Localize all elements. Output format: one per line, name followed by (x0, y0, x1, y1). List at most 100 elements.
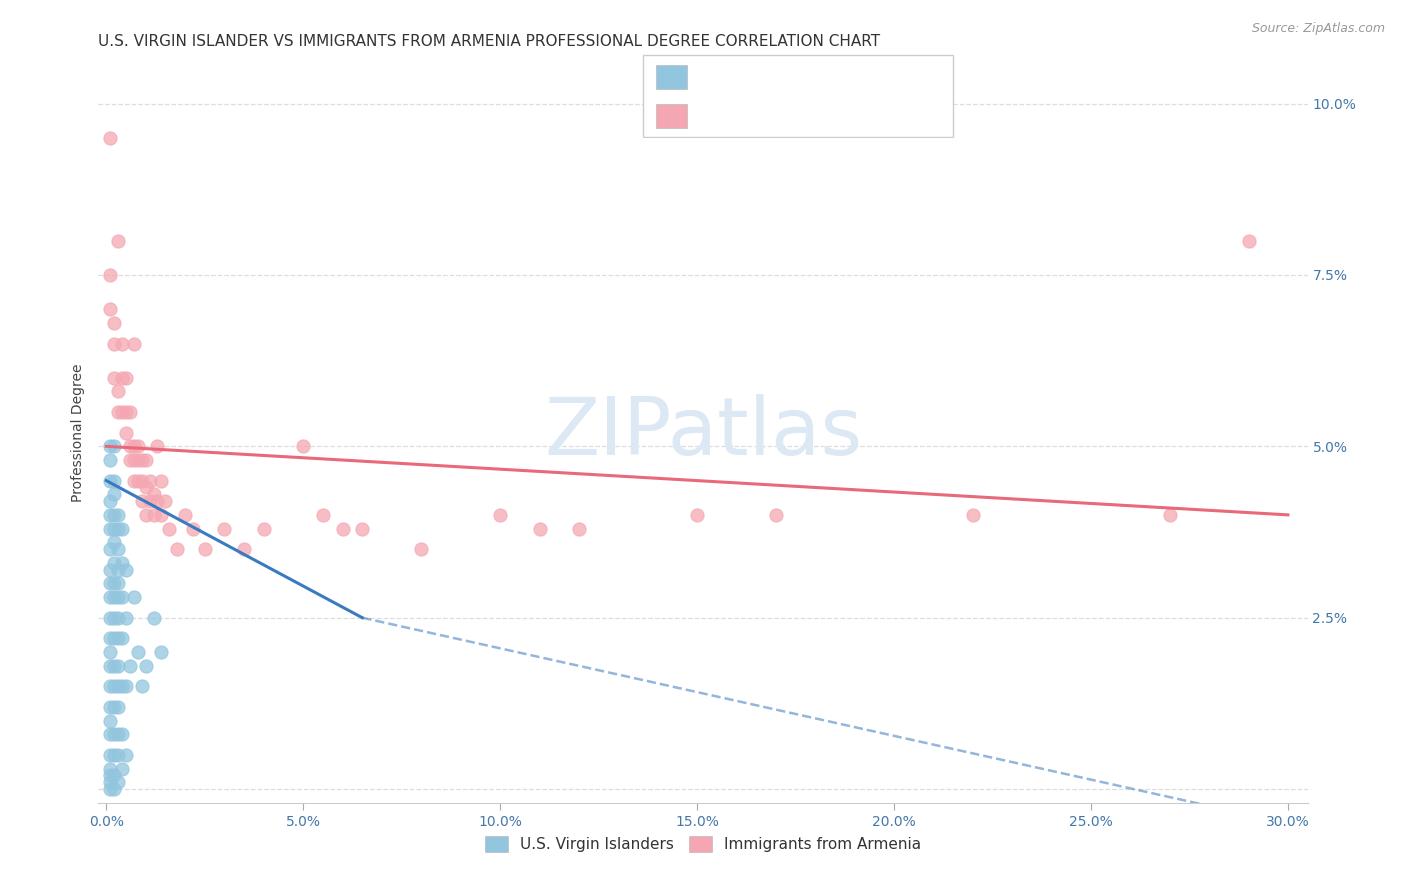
Point (98, 576, 121, 591)
Point (98, 131, 121, 145)
Point (98, 782, 121, 797)
Point (111, 556, 134, 570)
Point (138, 494, 160, 508)
Point (253, 522, 276, 536)
Point (107, 679, 129, 693)
Point (118, 658, 141, 673)
Point (150, 645, 173, 659)
Point (107, 563, 129, 577)
Point (135, 658, 157, 673)
Point (107, 699, 129, 714)
FancyBboxPatch shape (655, 65, 688, 89)
Point (142, 610, 165, 624)
Point (103, 487, 125, 501)
Text: R =: R = (700, 70, 735, 85)
Text: ZIPatlas: ZIPatlas (544, 393, 862, 472)
Point (111, 679, 134, 693)
Point (98, 439, 121, 453)
Point (103, 474, 125, 488)
Point (127, 474, 149, 488)
Point (142, 487, 165, 501)
Point (98, 302, 121, 317)
Text: Source: ZipAtlas.com: Source: ZipAtlas.com (1251, 22, 1385, 36)
Point (127, 439, 149, 453)
Point (98, 645, 121, 659)
Point (103, 658, 125, 673)
Point (103, 727, 125, 741)
Point (131, 494, 153, 508)
Point (1159, 508, 1181, 522)
Point (103, 508, 125, 522)
Text: -0.190: -0.190 (744, 70, 801, 85)
FancyBboxPatch shape (655, 104, 688, 128)
Point (1237, 234, 1260, 248)
Text: 61: 61 (880, 107, 903, 122)
Point (98, 747, 121, 762)
Point (686, 508, 709, 522)
Point (111, 522, 134, 536)
Point (98, 522, 121, 536)
Point (115, 747, 138, 762)
Point (111, 405, 134, 419)
Point (107, 542, 129, 557)
Point (103, 336, 125, 351)
Point (103, 371, 125, 385)
Point (118, 439, 141, 453)
Point (98, 768, 121, 782)
Point (135, 508, 157, 522)
Point (122, 590, 145, 604)
Point (107, 576, 129, 591)
Point (103, 632, 125, 646)
Point (138, 474, 160, 488)
Point (111, 371, 134, 385)
Point (122, 439, 145, 453)
Point (146, 494, 169, 508)
Point (111, 336, 134, 351)
Point (98, 453, 121, 467)
Point (107, 727, 129, 741)
Point (103, 316, 125, 330)
Point (103, 782, 125, 797)
Point (411, 542, 433, 557)
Point (115, 563, 138, 577)
Point (98, 632, 121, 646)
Point (166, 542, 188, 557)
Point (489, 508, 512, 522)
Point (107, 405, 129, 419)
Point (103, 576, 125, 591)
Point (118, 453, 141, 467)
Point (292, 439, 315, 453)
Point (111, 632, 134, 646)
Point (127, 453, 149, 467)
Point (98, 762, 121, 776)
Point (131, 453, 153, 467)
Point (107, 610, 129, 624)
Text: R =: R = (700, 107, 735, 122)
Point (98, 590, 121, 604)
Point (111, 590, 134, 604)
Point (98, 474, 121, 488)
Point (115, 405, 138, 419)
Point (111, 762, 134, 776)
Point (332, 522, 354, 536)
FancyBboxPatch shape (643, 55, 953, 136)
Point (107, 508, 129, 522)
Point (352, 522, 374, 536)
Point (131, 474, 153, 488)
Point (157, 522, 180, 536)
Point (150, 508, 173, 522)
Point (107, 747, 129, 762)
Point (98, 610, 121, 624)
Point (122, 474, 145, 488)
Point (122, 336, 145, 351)
Point (962, 508, 984, 522)
Point (115, 679, 138, 693)
Point (150, 474, 173, 488)
Y-axis label: Professional Degree: Professional Degree (72, 363, 86, 502)
Point (98, 714, 121, 728)
Point (135, 480, 157, 494)
Point (122, 453, 145, 467)
Text: U.S. VIRGIN ISLANDER VS IMMIGRANTS FROM ARMENIA PROFESSIONAL DEGREE CORRELATION : U.S. VIRGIN ISLANDER VS IMMIGRANTS FROM … (98, 34, 880, 49)
Point (98, 563, 121, 577)
Point (115, 610, 138, 624)
